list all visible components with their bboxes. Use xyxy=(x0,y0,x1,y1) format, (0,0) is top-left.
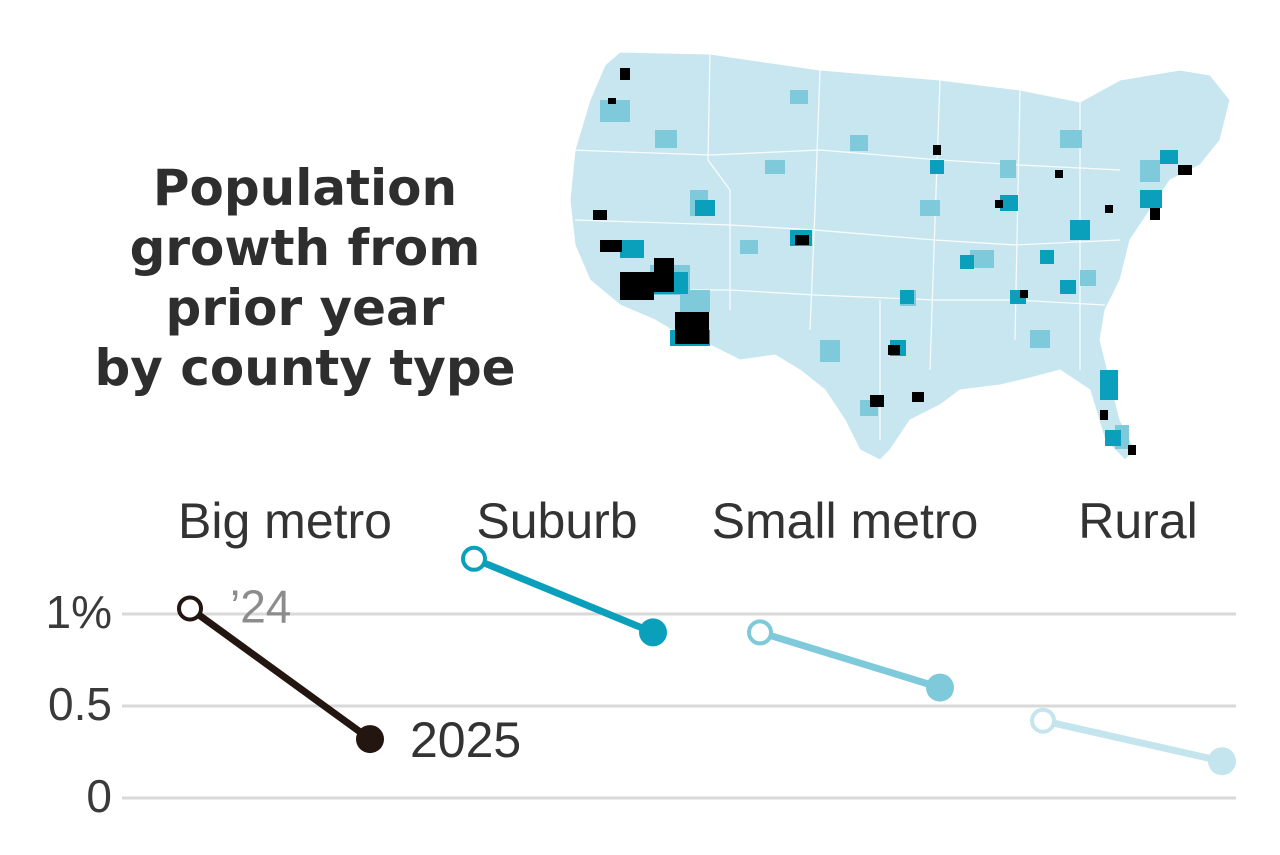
y-axis-tick-labels: 0 0.5 1% xyxy=(46,586,112,822)
title-line-1: Population xyxy=(152,159,458,217)
series-lines xyxy=(177,545,1236,776)
us-map-land xyxy=(569,51,1231,461)
start-point xyxy=(747,619,773,646)
series-label: Suburb xyxy=(476,493,637,549)
end-point xyxy=(356,725,384,754)
start-year-label: ’24 xyxy=(230,580,291,632)
series-label: Big metro xyxy=(178,493,392,549)
end-point xyxy=(1208,747,1236,776)
gridlines xyxy=(122,612,1236,800)
series-label: Rural xyxy=(1078,493,1197,549)
slope-chart: 0 0.5 1% Big metro Suburb Small metro Rural ’… xyxy=(46,493,1236,822)
start-point xyxy=(1030,707,1056,734)
start-point xyxy=(177,595,203,622)
series-label: Small metro xyxy=(712,493,979,549)
title-line-2: growth from xyxy=(129,219,481,277)
start-point xyxy=(461,545,487,572)
year-labels: ’24 2025 xyxy=(230,580,521,768)
y-tick-label: 1% xyxy=(46,586,112,638)
end-point xyxy=(926,673,954,702)
series-line xyxy=(1039,717,1226,765)
title-line-4: by county type xyxy=(94,339,516,397)
big-metro-counties xyxy=(593,68,1192,455)
series-line xyxy=(186,604,374,743)
title-line-3: prior year xyxy=(165,279,445,337)
y-tick-label: 0 xyxy=(86,770,112,822)
state-borders xyxy=(569,53,1121,440)
series-line xyxy=(470,555,657,636)
series-labels: Big metro Suburb Small metro Rural xyxy=(178,493,1198,549)
y-tick-label: 0.5 xyxy=(48,678,112,730)
us-county-map xyxy=(569,51,1231,461)
series-line xyxy=(756,628,944,692)
end-point xyxy=(639,618,667,647)
chart-title: Population growth from prior year by cou… xyxy=(60,158,550,398)
end-year-label: 2025 xyxy=(410,712,521,768)
